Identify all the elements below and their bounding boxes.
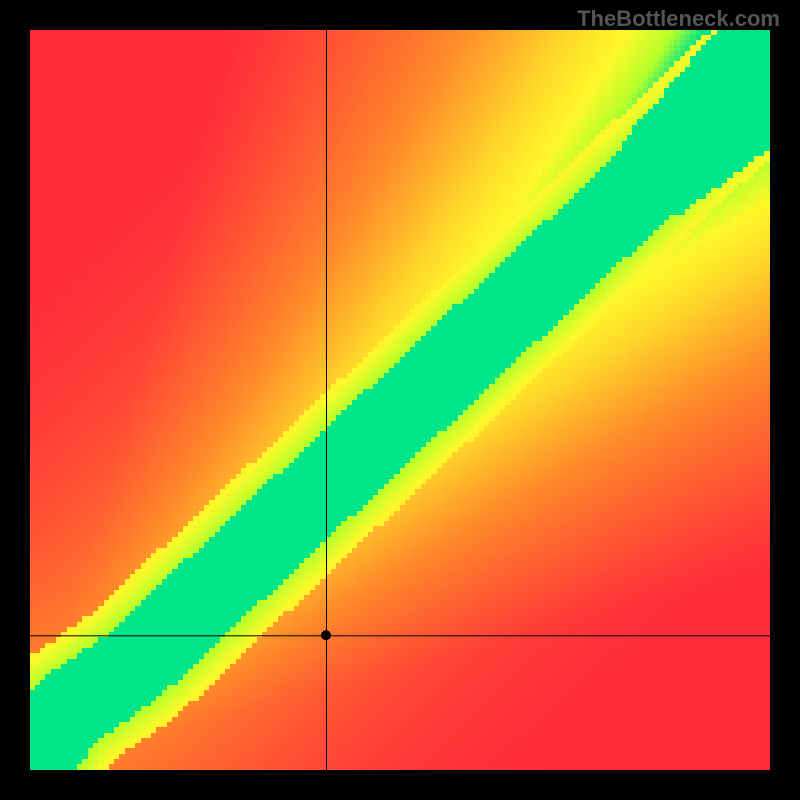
watermark-text: TheBottleneck.com [577,6,780,32]
bottleneck-heatmap [30,30,770,770]
